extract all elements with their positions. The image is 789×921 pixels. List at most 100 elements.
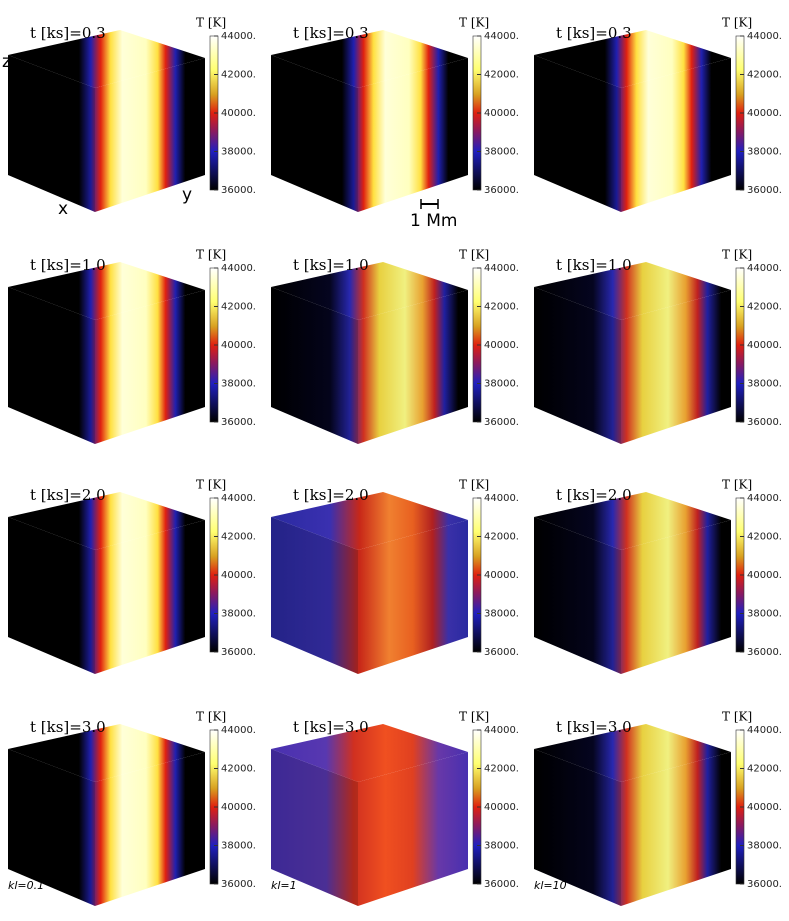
colorbar-tick-label: 38000.	[484, 841, 519, 852]
cube-shade	[271, 287, 358, 444]
colorbar-tick-label: 38000.	[221, 379, 256, 390]
colorbar-tick-label: 44000.	[484, 493, 519, 504]
colorbar-tick-label: 44000.	[484, 263, 519, 274]
panel: t [ks]=3.0 T [K]44000. 42000. 40000. 38000. 3…	[534, 710, 782, 906]
cube-right-face	[95, 58, 205, 212]
colorbar-tick-label: 40000.	[484, 340, 519, 351]
colorbar-tick-label: 44000.	[221, 263, 256, 274]
column-label: kl=1	[271, 879, 297, 892]
colorbar-tick-label: 44000.	[221, 493, 256, 504]
cube-shade	[8, 517, 95, 674]
panel-title: t [ks]=1.0	[293, 256, 369, 274]
colorbar-tick-label: 44000.	[221, 725, 256, 736]
colorbar-tick-label: 40000.	[747, 108, 782, 119]
cube-right-face	[95, 520, 205, 674]
colorbar-tick-label: 38000.	[484, 609, 519, 620]
cube-right-face	[95, 752, 205, 906]
panel: t [ks]=1.0 T [K]44000. 42000. 40000. 38000. 3…	[271, 248, 519, 444]
cube-right-face	[358, 520, 468, 674]
cube-right-face	[621, 752, 731, 906]
cube-left-face	[271, 287, 358, 444]
colorbar-label: T [K]	[459, 478, 489, 492]
panel-title: t [ks]=2.0	[293, 486, 369, 504]
colorbar-tick-label: 40000.	[484, 802, 519, 813]
cube-right-face	[358, 58, 468, 212]
cube-top	[271, 262, 468, 320]
cube-top	[271, 724, 468, 782]
colorbar-tick-label: 44000.	[221, 31, 256, 42]
cube-top	[534, 492, 731, 550]
colorbar-label: T [K]	[722, 16, 752, 30]
panel: t [ks]=2.0 T [K]44000. 42000. 40000. 38000. 3…	[534, 478, 782, 674]
colorbar-tick-label: 44000.	[747, 31, 782, 42]
cube-right-face	[621, 520, 731, 674]
cube-top	[271, 492, 468, 550]
cube-top	[8, 30, 205, 88]
colorbar-label: T [K]	[459, 16, 489, 30]
colorbar-tick-label: 38000.	[221, 609, 256, 620]
colorbar-tick-label: 36000.	[221, 185, 256, 196]
colorbar-tick-label: 42000.	[484, 70, 519, 81]
colorbar-tick-label: 38000.	[484, 379, 519, 390]
colorbar-tick-label: 44000.	[747, 725, 782, 736]
cube-shade	[534, 749, 621, 906]
axis-label-z: z	[2, 52, 11, 72]
panel: t [ks]=0.3 T [K]44000. 42000. 40000. 38000. 3…	[534, 16, 782, 212]
colorbar-tick-label: 36000.	[484, 879, 519, 890]
panel-title: t [ks]=3.0	[556, 718, 632, 736]
cube-left-face	[8, 287, 95, 444]
colorbar-tick-label: 36000.	[221, 879, 256, 890]
colorbar-tick-label: 40000.	[221, 570, 256, 581]
panel-title: t [ks]=1.0	[556, 256, 632, 274]
colorbar-label: T [K]	[196, 478, 226, 492]
cube-shade	[271, 55, 358, 212]
colorbar-tick-label: 36000.	[221, 417, 256, 428]
colorbar-tick-label: 42000.	[747, 532, 782, 543]
colorbar-tick-label: 38000.	[747, 379, 782, 390]
colorbar-tick-label: 38000.	[747, 841, 782, 852]
column-label: kl=10	[534, 879, 567, 892]
colorbar-tick-label: 42000.	[221, 764, 256, 775]
cube-left-face	[534, 55, 621, 212]
colorbar-tick-label: 40000.	[221, 802, 256, 813]
colorbar-tick-label: 40000.	[484, 108, 519, 119]
panel-title: t [ks]=3.0	[293, 718, 369, 736]
cube-top	[271, 30, 468, 88]
panel: t [ks]=1.0 T [K]44000. 42000. 40000. 38000. 3…	[8, 248, 256, 444]
panel: t [ks]=0.3 T [K]44000. 42000. 40000. 38000. 3…	[271, 16, 519, 212]
cube-right-face	[621, 58, 731, 212]
colorbar-tick-label: 42000.	[747, 764, 782, 775]
panel: t [ks]=1.0 T [K]44000. 42000. 40000. 38000. 3…	[534, 248, 782, 444]
colorbar-tick-label: 36000.	[484, 185, 519, 196]
colorbar-tick-label: 40000.	[221, 108, 256, 119]
panel-title: t [ks]=0.3	[556, 24, 632, 42]
column-label: kl=0.1	[8, 879, 44, 892]
cube-left-face	[8, 55, 95, 212]
cube-shade	[8, 749, 95, 906]
cube-left-face	[534, 517, 621, 674]
colorbar-tick-label: 42000.	[484, 302, 519, 313]
panel-title: t [ks]=2.0	[30, 486, 106, 504]
cube-top	[8, 262, 205, 320]
colorbar-tick-label: 42000.	[221, 302, 256, 313]
colorbar-tick-label: 42000.	[484, 764, 519, 775]
panel: t [ks]=2.0 T [K]44000. 42000. 40000. 38000. 3…	[8, 478, 256, 674]
colorbar-tick-label: 36000.	[484, 417, 519, 428]
cube-left-face	[534, 749, 621, 906]
panel: t [ks]=2.0 T [K]44000. 42000. 40000. 38000. 3…	[271, 478, 519, 674]
panel-title: t [ks]=2.0	[556, 486, 632, 504]
colorbar-label: T [K]	[196, 710, 226, 724]
colorbar-tick-label: 40000.	[484, 570, 519, 581]
cube-shade	[534, 287, 621, 444]
panel: t [ks]=3.0 T [K]44000. 42000. 40000. 38000. 3…	[8, 710, 256, 906]
colorbar-tick-label: 38000.	[747, 147, 782, 158]
colorbar-tick-label: 38000.	[484, 147, 519, 158]
panel-title: t [ks]=0.3	[293, 24, 369, 42]
cube-left-face	[271, 55, 358, 212]
cube-shade	[8, 55, 95, 212]
colorbar-label: T [K]	[196, 248, 226, 262]
colorbar-tick-label: 36000.	[747, 647, 782, 658]
colorbar-tick-label: 42000.	[747, 70, 782, 81]
cube-top	[534, 724, 731, 782]
colorbar-tick-label: 36000.	[484, 647, 519, 658]
